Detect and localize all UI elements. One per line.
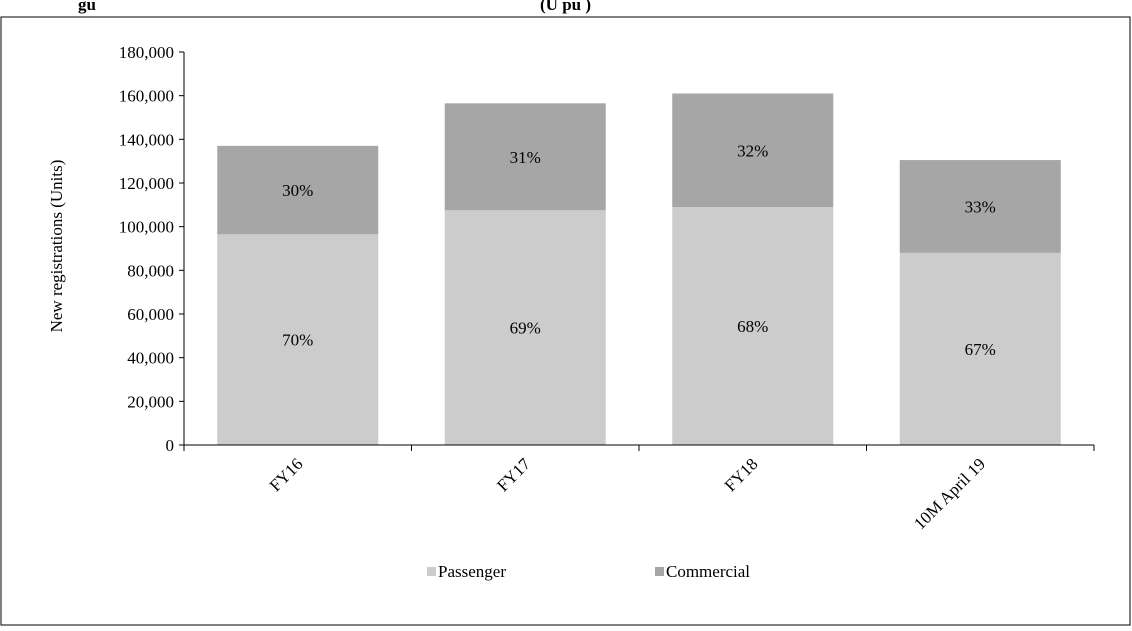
y-tick-label: 100,000 <box>119 218 174 237</box>
x-axis: FY16 FY17 FY18 10M April 19 <box>183 444 1095 533</box>
bar-commercial <box>217 145 379 235</box>
y-axis: 0 20,000 40,000 60,000 80,000 100,000 120,000 1… <box>119 43 185 455</box>
legend-label: Commercial <box>666 562 750 581</box>
bar-commercial <box>899 160 1061 253</box>
bar-passenger <box>444 210 606 445</box>
x-tick-label: FY18 <box>721 454 762 495</box>
figure-caption-right: (U pu ) <box>540 0 591 14</box>
data-label: 31% <box>510 148 541 167</box>
bar-passenger <box>217 234 379 445</box>
legend-swatch-commercial <box>655 567 664 576</box>
figure-caption-left: gu <box>78 0 96 14</box>
y-tick-label: 180,000 <box>119 43 174 62</box>
data-label: 30% <box>282 181 313 200</box>
data-label: 32% <box>737 141 768 160</box>
bar-commercial <box>672 93 834 208</box>
bar-commercial <box>444 103 606 211</box>
data-label: 67% <box>965 340 996 359</box>
chart-border <box>0 16 1131 626</box>
y-axis-title: New registrations (Units) <box>47 160 66 333</box>
y-tick-label: 20,000 <box>127 392 174 411</box>
y-tick-label: 80,000 <box>127 261 174 280</box>
data-label: 33% <box>965 197 996 216</box>
y-tick-label: 120,000 <box>119 174 174 193</box>
y-tick-label: 140,000 <box>119 130 174 149</box>
bar-passenger <box>899 252 1061 445</box>
legend-label: Passenger <box>438 562 506 581</box>
y-tick-label: 40,000 <box>127 349 174 368</box>
data-label: 69% <box>510 319 541 338</box>
x-tick-label: FY16 <box>266 454 307 495</box>
data-label: 70% <box>282 331 313 350</box>
bars-group: 70% 30% 69% 31% 68% 32% 67% 33% <box>217 93 1061 445</box>
x-tick-label: FY17 <box>493 454 534 495</box>
data-label: 68% <box>737 317 768 336</box>
legend-swatch-passenger <box>427 567 436 576</box>
legend: Passenger Commercial <box>427 562 750 581</box>
y-tick-label: 160,000 <box>119 87 174 106</box>
x-tick-label: 10M April 19 <box>910 454 989 533</box>
bar-passenger <box>672 207 834 445</box>
y-tick-label: 60,000 <box>127 305 174 324</box>
y-tick-label: 0 <box>166 436 175 455</box>
